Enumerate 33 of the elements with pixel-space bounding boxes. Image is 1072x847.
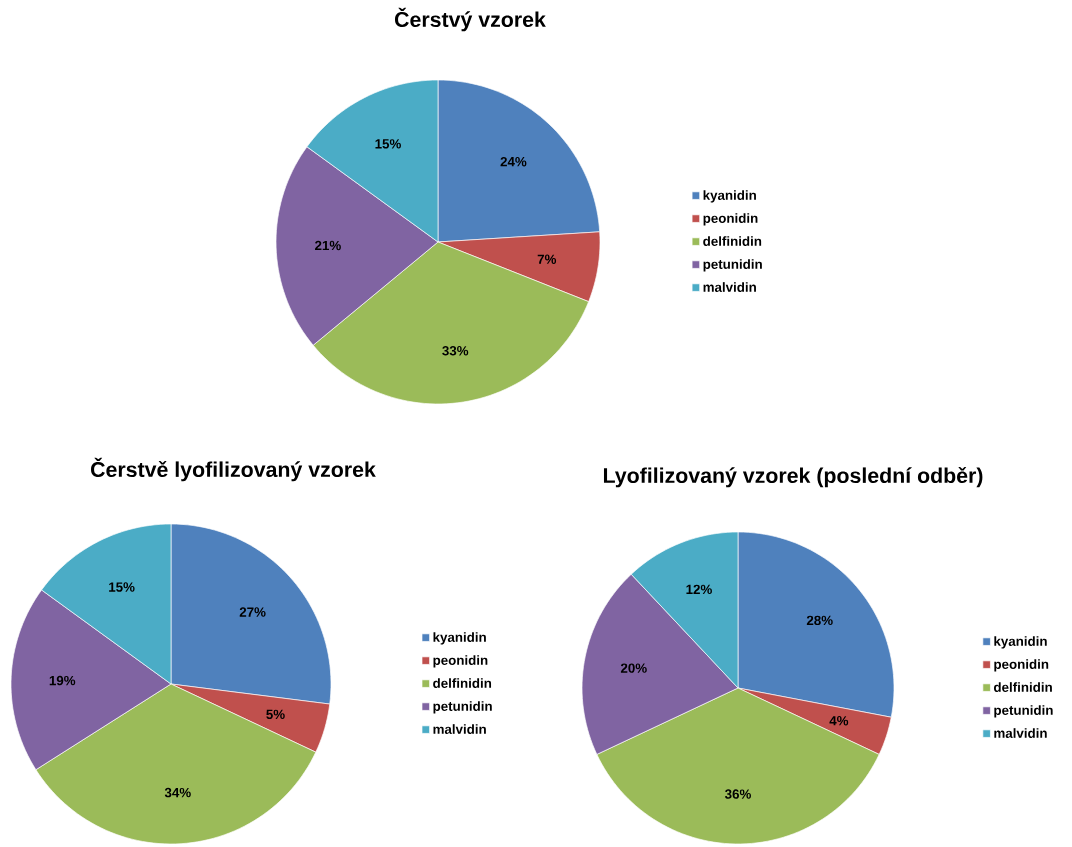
data-label: 15% [109,582,135,592]
data-label: 12% [686,584,712,595]
data-label: 15% [375,139,401,149]
legend-label: malvidin [703,282,756,292]
data-label: 4% [829,716,849,726]
legend-label: kyanidin [994,636,1047,649]
legend-label: peonidin [994,659,1049,672]
legend-label: kyanidin [433,632,486,645]
chart-title: Lyofilizovaný vzorek (poslední odběr) [603,466,983,488]
data-label: 34% [164,787,191,798]
data-label: 19% [49,675,76,686]
data-label: 27% [239,607,266,617]
legend-label: delfinidin [703,236,762,246]
legend-label: delfinidin [993,682,1052,692]
legend-label: kyanidin [703,190,756,203]
data-label: 20% [620,663,647,673]
legend-label: delfinidin [433,678,492,688]
legend-label: malvidin [433,724,486,734]
data-label: 5% [266,709,285,720]
chart-title: Čerstvý vzorek [394,7,546,32]
data-label: 33% [442,346,469,356]
data-label: 24% [500,156,527,167]
data-label: 36% [724,789,751,799]
data-label: 7% [537,254,557,264]
legend-label: peonidin [703,213,758,226]
legend-label: peonidin [433,655,488,668]
legend-label: petunidin [994,705,1053,718]
legend-label: malvidin [994,728,1047,738]
legend-label: petunidin [433,701,492,714]
chart-title: Čerstvě lyofilizovaný vzorek [91,457,376,482]
data-label: 21% [315,240,341,251]
legend-label: petunidin [703,259,762,272]
data-label: 28% [806,615,833,626]
